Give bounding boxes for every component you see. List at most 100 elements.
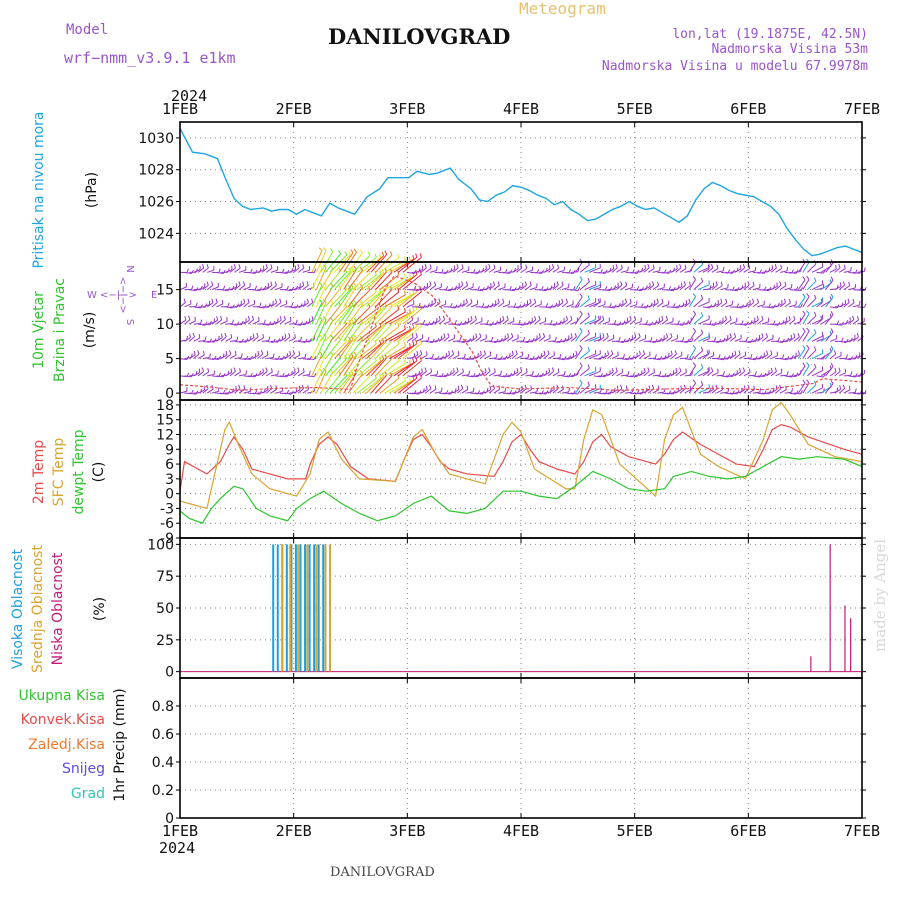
wind-barb-tick	[233, 367, 236, 372]
wind-barb	[288, 371, 296, 377]
wind-barb	[816, 319, 823, 325]
wind-barb	[238, 321, 247, 325]
wind-barb	[311, 353, 323, 377]
legend-hail: Grad	[71, 786, 105, 802]
wind-barb	[539, 392, 547, 395]
wind-barb	[834, 371, 841, 377]
wind-barb-tick	[684, 264, 687, 269]
wind-barb-tick	[692, 310, 697, 315]
wind-barb-tick	[675, 368, 678, 373]
wind-barb	[202, 371, 209, 377]
wind-barb	[684, 302, 691, 308]
wind-barb	[357, 377, 377, 394]
wind-barb	[393, 293, 415, 308]
wind-barb	[529, 302, 536, 308]
wind-barb	[307, 358, 315, 360]
wind-barb	[502, 271, 510, 274]
wind-barb	[802, 279, 810, 290]
wind-barb	[834, 285, 842, 291]
wind-barb	[470, 303, 478, 308]
wind-barb-tick	[218, 268, 221, 273]
wind-barb-tick	[802, 345, 806, 349]
wind-barb	[179, 390, 187, 394]
wind-barb-tick	[283, 315, 286, 320]
wind-barb	[243, 358, 251, 360]
wind-barb	[802, 330, 810, 342]
wind-barb	[602, 392, 610, 395]
wind-barb	[652, 374, 660, 377]
temp-dewpt-label: dewpt Temp	[71, 429, 87, 514]
wind-barb	[570, 271, 579, 273]
wind-barb	[334, 254, 351, 273]
wind-barb	[679, 372, 687, 377]
wind-barb-tick	[397, 322, 400, 327]
wind-barb-tick	[604, 286, 608, 291]
wind-barb-tick	[709, 320, 712, 325]
wind-barb-tick	[657, 281, 660, 286]
wind-label-2: Brzina i Pravac	[52, 278, 68, 382]
wind-barb	[243, 390, 251, 394]
wind-barb-tick	[607, 350, 610, 355]
wind-barb	[511, 353, 518, 359]
wind-barb	[748, 270, 756, 273]
wind-barb	[534, 392, 542, 395]
wind-barb	[189, 392, 197, 395]
wind-barb	[429, 269, 437, 273]
wind-barb-tick	[189, 333, 191, 338]
wind-barb	[793, 354, 800, 360]
wind-barb-tick	[836, 320, 840, 325]
wind-barb	[347, 339, 363, 359]
wind-barb-tick	[743, 385, 746, 390]
wind-barb-tick	[782, 354, 785, 359]
wind-barb	[498, 391, 506, 394]
wind-barb-tick	[739, 367, 742, 373]
wind-barb	[202, 304, 210, 308]
wind-barb-tick	[374, 305, 377, 310]
wind-barb	[229, 340, 238, 342]
wind-barb-tick	[770, 367, 773, 373]
wind-barb	[625, 338, 633, 342]
wind-barb-tick	[353, 248, 357, 253]
wind-barb	[711, 340, 719, 344]
wind-barb-tick	[415, 356, 418, 361]
wind-barb	[693, 315, 704, 325]
wind-barb	[716, 389, 723, 394]
wind-barb	[584, 336, 596, 342]
wind-barb-tick	[465, 281, 469, 286]
wind-barb-tick	[509, 286, 512, 291]
wind-barb	[407, 303, 415, 308]
wind-barb	[575, 279, 583, 290]
wind-barb-tick	[713, 337, 717, 342]
wind-barb-tick	[650, 337, 653, 342]
wind-barb	[538, 320, 546, 325]
wind-barb	[657, 358, 665, 360]
wind-barb	[720, 375, 729, 378]
wind-barb	[425, 284, 432, 290]
wind-barb	[679, 284, 686, 290]
wind-barb	[243, 286, 251, 291]
wind-barb	[538, 354, 546, 360]
year-bottom: 2024	[159, 839, 195, 857]
wind-barb	[311, 302, 323, 325]
wind-barb-tick	[404, 273, 406, 278]
wind-barb-tick	[748, 264, 751, 269]
wind-barb	[797, 331, 806, 342]
wind-barb	[693, 332, 704, 342]
wind-barb	[666, 289, 674, 292]
wind-barb-tick	[813, 277, 817, 282]
wind-barb	[761, 336, 768, 342]
wind-barb	[548, 389, 555, 394]
wind-barb	[593, 338, 601, 342]
wind-barb-tick	[494, 368, 496, 373]
wind-barb	[202, 356, 210, 360]
wind-barb	[807, 332, 817, 342]
wind-barb-tick	[780, 264, 783, 269]
wind-barb-tick	[682, 321, 685, 326]
wind-barb-tick	[442, 315, 446, 320]
wind-barb	[361, 308, 382, 325]
wind-barb-tick	[313, 355, 317, 360]
wind-barb-tick	[543, 350, 546, 355]
wind-barb	[507, 320, 515, 325]
wind-barb-tick	[625, 281, 628, 286]
wind-barb	[234, 340, 242, 343]
